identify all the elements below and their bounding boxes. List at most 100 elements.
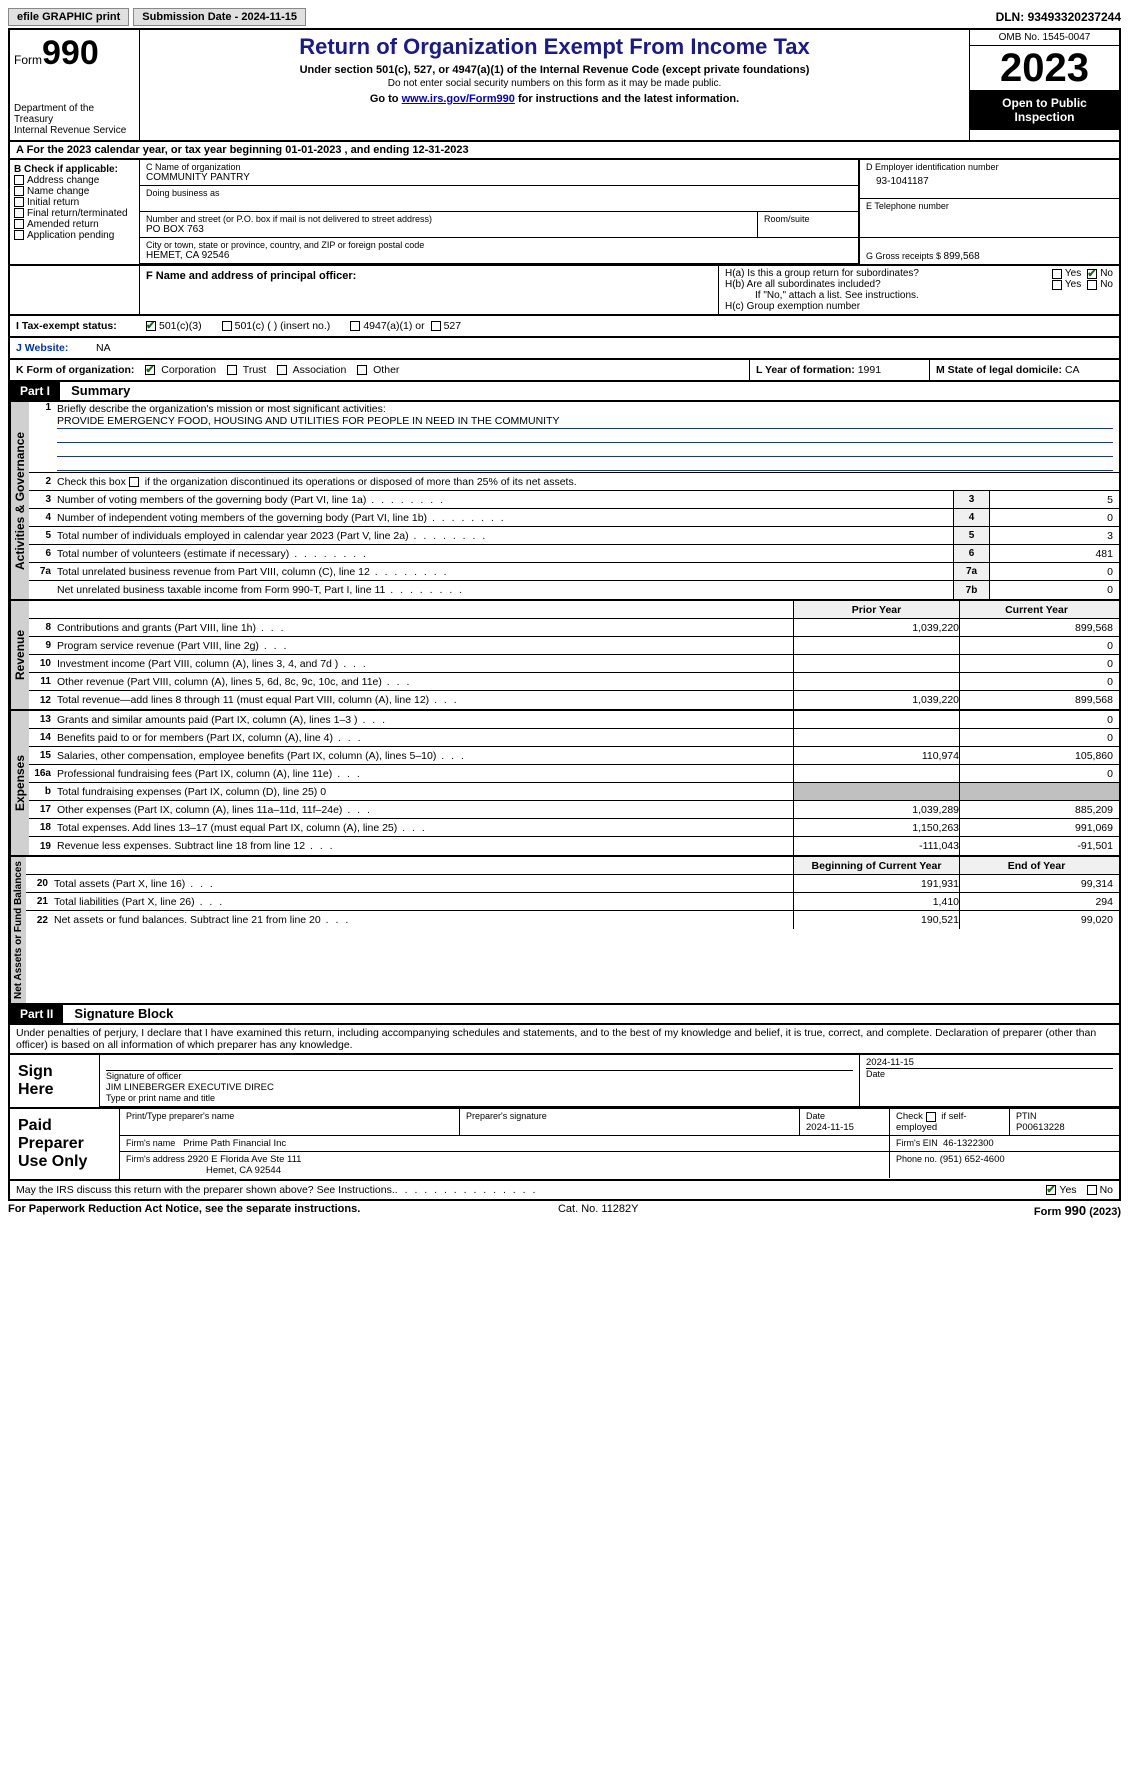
dba-cell: Doing business as <box>140 186 858 212</box>
declaration-text: Under penalties of perjury, I declare th… <box>8 1025 1121 1055</box>
checkbox-other[interactable] <box>357 365 367 375</box>
checkbox-ha-no[interactable] <box>1087 269 1097 279</box>
checkbox-501c[interactable] <box>222 321 232 331</box>
checkbox-trust[interactable] <box>227 365 237 375</box>
table-row: 6Total number of volunteers (estimate if… <box>29 545 1119 563</box>
open-to-public: Open to Public Inspection <box>970 90 1119 130</box>
section-revenue: Revenue Prior Year Current Year 8Contrib… <box>8 601 1121 711</box>
form-subtitle-3: Go to www.irs.gov/Form990 for instructio… <box>148 93 961 105</box>
checkbox-name-change[interactable] <box>14 186 24 196</box>
year-formation: L Year of formation: 1991 <box>749 360 929 380</box>
col-h: H(a) Is this a group return for subordin… <box>719 266 1119 314</box>
org-name: COMMUNITY PANTRY <box>146 172 852 183</box>
footer-cat: Cat. No. 11282Y <box>558 1203 639 1218</box>
table-row: 4Number of independent voting members of… <box>29 509 1119 527</box>
gross-receipts: 899,568 <box>944 251 980 262</box>
checkbox-discuss-no[interactable] <box>1087 1185 1097 1195</box>
officer-signature: Signature of officer JIM LINEBERGER EXEC… <box>100 1055 859 1107</box>
row-k-l-m: K Form of organization: Corporation Trus… <box>8 360 1121 382</box>
subdate-label: Submission Date - <box>142 11 241 23</box>
top-bar: efile GRAPHIC print Submission Date - 20… <box>8 8 1121 30</box>
checkbox-amended[interactable] <box>14 219 24 229</box>
table-row: 3Number of voting members of the governi… <box>29 491 1119 509</box>
table-row: 5Total number of individuals employed in… <box>29 527 1119 545</box>
sign-here-label: Sign Here <box>10 1055 100 1107</box>
firm-ein-label: Firm's EIN <box>896 1138 938 1148</box>
entity-section: B Check if applicable: Address change Na… <box>8 160 1121 266</box>
table-row: 12Total revenue—add lines 8 through 11 (… <box>29 691 1119 709</box>
gross-receipts-cell: G Gross receipts $ 899,568 <box>860 238 1119 264</box>
table-row: bTotal fundraising expenses (Part IX, co… <box>29 783 1119 801</box>
checkbox-corp[interactable] <box>145 365 155 375</box>
form-subtitle-2: Do not enter social security numbers on … <box>148 78 961 89</box>
checkbox-initial-return[interactable] <box>14 197 24 207</box>
table-row: 19Revenue less expenses. Subtract line 1… <box>29 837 1119 855</box>
submission-date: Submission Date - 2024-11-15 <box>133 8 306 26</box>
state-domicile: M State of legal domicile: CA <box>929 360 1119 380</box>
row-f-h: F Name and address of principal officer:… <box>8 266 1121 316</box>
checkbox-discuss-yes[interactable] <box>1046 1185 1056 1195</box>
form-subtitle-1: Under section 501(c), 527, or 4947(a)(1)… <box>148 64 961 76</box>
mission-label: Briefly describe the organization's miss… <box>57 403 386 415</box>
firm-addr-label: Firm's address <box>126 1154 185 1164</box>
checkbox-address-change[interactable] <box>14 175 24 185</box>
checkbox-hb-no[interactable] <box>1087 280 1097 290</box>
checkbox-hb-yes[interactable] <box>1052 280 1062 290</box>
efile-print-button[interactable]: efile GRAPHIC print <box>8 8 129 26</box>
row-j-website: J Website: NA <box>8 338 1121 360</box>
col-current-year: Current Year <box>959 601 1119 618</box>
dln: DLN: 93493320237244 <box>996 10 1121 24</box>
ein-cell: D Employer identification number 93-1041… <box>860 160 1119 199</box>
street-cell: Number and street (or P.O. box if mail i… <box>140 212 758 237</box>
paid-preparer-label: Paid Preparer Use Only <box>10 1109 120 1179</box>
irs-link[interactable]: www.irs.gov/Form990 <box>402 93 515 105</box>
ptin-value: P00613228 <box>1016 1122 1065 1133</box>
checkbox-final-return[interactable] <box>14 208 24 218</box>
table-row: 10Investment income (Part VIII, column (… <box>29 655 1119 673</box>
checkbox-app-pending[interactable] <box>14 230 24 240</box>
principal-officer: F Name and address of principal officer: <box>140 266 719 314</box>
col-b-checkboxes: B Check if applicable: Address change Na… <box>10 160 140 264</box>
tax-year: 2023 <box>970 46 1119 90</box>
part-2-header: Part II Signature Block <box>8 1005 1121 1025</box>
checkbox-discontinued[interactable] <box>129 477 139 487</box>
city-cell: City or town, state or province, country… <box>140 238 858 264</box>
table-row: 8Contributions and grants (Part VIII, li… <box>29 619 1119 637</box>
checkbox-527[interactable] <box>431 321 441 331</box>
checkbox-ha-yes[interactable] <box>1052 269 1062 279</box>
col-begin-year: Beginning of Current Year <box>793 857 959 874</box>
org-name-cell: C Name of organization COMMUNITY PANTRY <box>140 160 858 186</box>
firm-phone-label: Phone no. <box>896 1154 937 1164</box>
checkbox-501c3[interactable] <box>146 321 156 331</box>
table-row: Net unrelated business taxable income fr… <box>29 581 1119 599</box>
telephone-cell: E Telephone number <box>860 199 1119 238</box>
prep-date: 2024-11-15 <box>806 1122 854 1133</box>
section-expenses: Expenses 13Grants and similar amounts pa… <box>8 711 1121 857</box>
table-row: 21Total liabilities (Part X, line 26)1,4… <box>26 893 1119 911</box>
vlabel-governance: Activities & Governance <box>10 402 29 599</box>
footer-right: Form 990 (2023) <box>1034 1203 1121 1218</box>
paid-preparer-section: Paid Preparer Use Only Print/Type prepar… <box>8 1109 1121 1181</box>
section-governance: Activities & Governance 1 Briefly descri… <box>8 402 1121 601</box>
dln-label: DLN: <box>996 10 1028 24</box>
table-row: 11Other revenue (Part VIII, column (A), … <box>29 673 1119 691</box>
officer-name: JIM LINEBERGER EXECUTIVE DIREC <box>106 1082 274 1093</box>
table-row: 9Program service revenue (Part VIII, lin… <box>29 637 1119 655</box>
col-end-year: End of Year <box>959 857 1119 874</box>
table-row: 22Net assets or fund balances. Subtract … <box>26 911 1119 929</box>
firm-phone: (951) 652-4600 <box>940 1154 1005 1165</box>
table-row: 7aTotal unrelated business revenue from … <box>29 563 1119 581</box>
checkbox-assoc[interactable] <box>277 365 287 375</box>
vlabel-net: Net Assets or Fund Balances <box>10 857 26 1003</box>
officer-date: 2024-11-15 Date <box>859 1055 1119 1107</box>
ein-value: 93-1041187 <box>866 172 1113 191</box>
table-row: 18Total expenses. Add lines 13–17 (must … <box>29 819 1119 837</box>
website-value: NA <box>96 342 111 354</box>
hb-label: H(b) Are all subordinates included? <box>725 279 1052 290</box>
checkbox-self-employed[interactable] <box>926 1112 936 1122</box>
firm-name-label: Firm's name <box>126 1138 175 1148</box>
line-2: Check this box if the organization disco… <box>57 475 1119 489</box>
checkbox-4947[interactable] <box>350 321 360 331</box>
table-row: 16aProfessional fundraising fees (Part I… <box>29 765 1119 783</box>
self-employed-check: Check if self-employed <box>889 1109 1009 1136</box>
